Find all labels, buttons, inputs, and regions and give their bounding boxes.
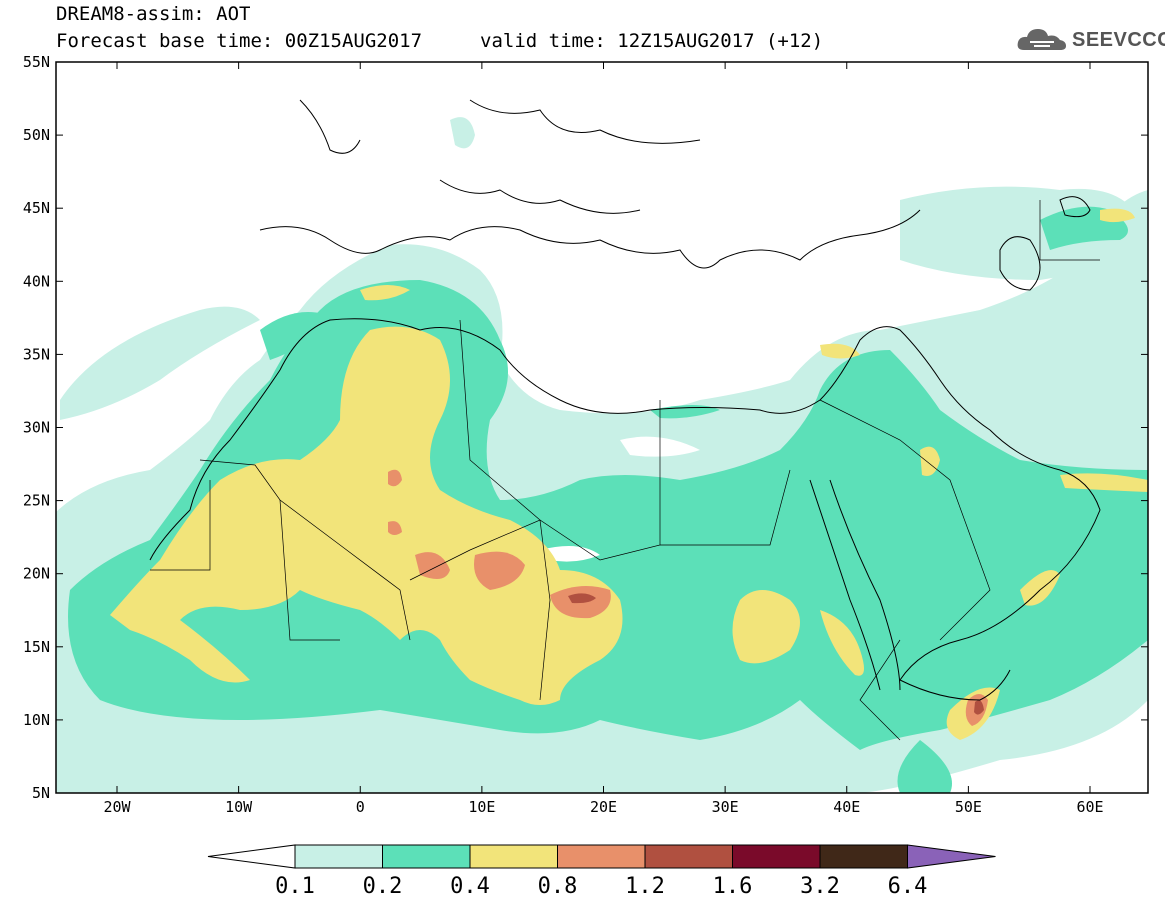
colorbar-label: 0.2 (363, 874, 403, 899)
lat-label: 15N (23, 638, 50, 656)
logo-text: SEEVCCC (1072, 29, 1165, 51)
base-time: Forecast base time: 00Z15AUG2017 (56, 30, 423, 52)
lat-label: 45N (23, 199, 50, 217)
aot-level-1.2 (568, 593, 984, 715)
colorbar-max-arrow (907, 844, 996, 869)
country-borders (150, 200, 1100, 741)
lat-label: 30N (23, 419, 50, 437)
lon-label: 60E (1076, 798, 1103, 816)
colorbar-label: 0.1 (275, 874, 315, 899)
colorbar-segment (469, 844, 558, 869)
colorbar-label: 0.8 (538, 874, 578, 899)
model-title: DREAM8-assim: AOT (56, 3, 251, 25)
colorbar-segment (294, 844, 383, 869)
valid-time: valid time: 12Z15AUG2017 (+12) (480, 30, 824, 52)
lon-label: 10E (468, 798, 495, 816)
lat-label: 25N (23, 492, 50, 510)
colorbar-label: 3.2 (800, 874, 840, 899)
colorbar-segment (819, 844, 908, 869)
lat-label: 50N (23, 126, 50, 144)
lat-label: 10N (23, 711, 50, 729)
lon-label: 20W (103, 798, 131, 816)
seevccc-logo: SEEVCCC (1016, 24, 1165, 54)
lon-label: 40E (833, 798, 860, 816)
aot-field (56, 62, 1148, 793)
lon-label: 30E (712, 798, 739, 816)
colorbar-label: 6.4 (888, 874, 928, 899)
colorbar-segment (382, 844, 471, 869)
lat-label: 55N (23, 53, 50, 71)
aot-level-0.2 (68, 206, 1148, 793)
longitude-axis: 20W 10W 0 10E 20E 30E 40E 50E 60E (103, 62, 1104, 816)
colorbar-segment (644, 844, 733, 869)
colorbar: 0.1 0.2 0.4 0.8 1.2 1.6 3.2 6.4 (207, 844, 996, 899)
colorbar-segment (557, 844, 646, 869)
coastlines (56, 62, 1101, 793)
lon-label: 0 (356, 798, 365, 816)
cloud-icon (1017, 29, 1066, 50)
lon-label: 20E (590, 798, 617, 816)
lat-label: 40N (23, 272, 50, 290)
colorbar-min-arrow (207, 844, 296, 869)
lon-label: 50E (955, 798, 982, 816)
latitude-axis: 55N 50N 45N 40N 35N 30N 25N 20N 15N 10N 5N (23, 53, 1148, 802)
lat-label: 20N (23, 565, 50, 583)
colorbar-label: 1.2 (625, 874, 665, 899)
lon-label: 10W (225, 798, 253, 816)
aot-level-0.8 (388, 469, 988, 726)
colorbar-segment (732, 844, 821, 869)
colorbar-label: 1.6 (713, 874, 753, 899)
lat-label: 5N (32, 784, 50, 802)
colorbar-label: 0.4 (450, 874, 490, 899)
lat-label: 35N (23, 345, 50, 363)
